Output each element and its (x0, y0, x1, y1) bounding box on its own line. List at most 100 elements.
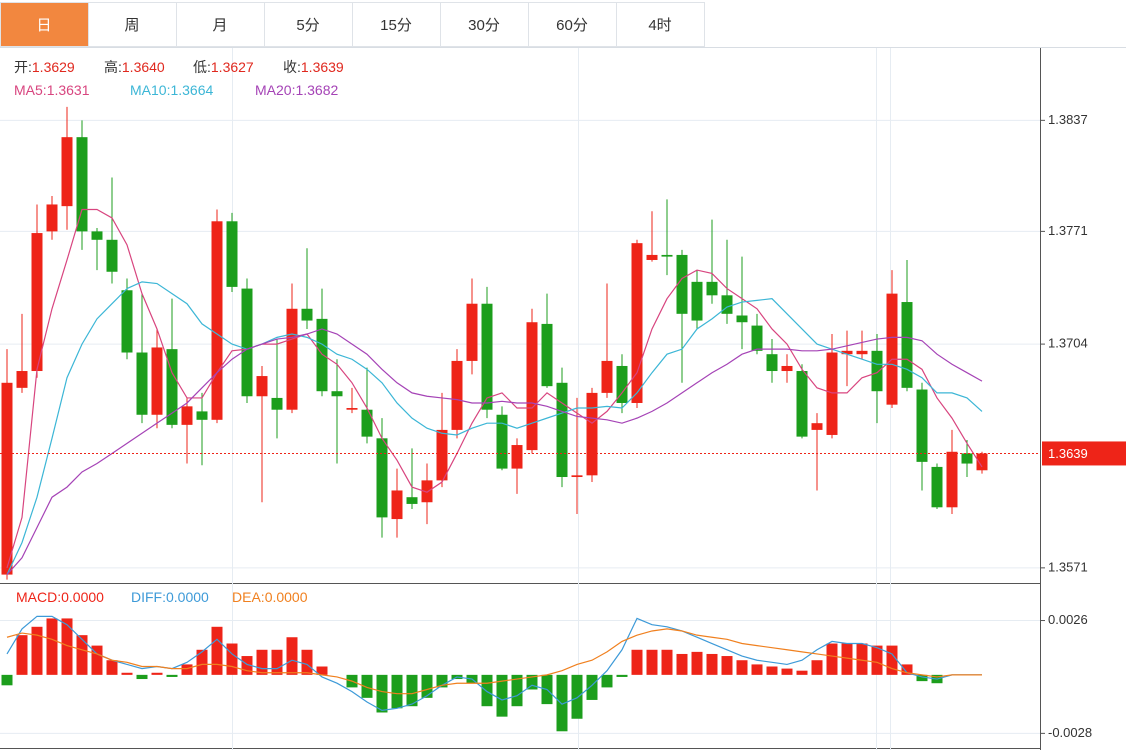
candle-body (271, 397, 283, 410)
macd-bar (166, 674, 178, 677)
candle-body (256, 376, 268, 397)
candle-body (661, 254, 673, 257)
macd-bar (241, 656, 253, 675)
y-tick-label: 1.3771 (1048, 223, 1088, 238)
macd-bar (631, 649, 643, 675)
y-tick-label: 1.3704 (1048, 336, 1088, 351)
readout-part: 开: (14, 59, 32, 75)
macd-bar (76, 635, 88, 675)
macd-bar (16, 635, 28, 675)
last-price-tag (1042, 441, 1126, 466)
macd-bar (526, 674, 538, 690)
candle-body (1, 382, 13, 575)
candle-body (241, 288, 253, 397)
candle-body (406, 497, 418, 504)
tab-label[interactable]: 周 (124, 17, 139, 34)
macd-bar (211, 626, 223, 675)
candle-body (601, 360, 613, 393)
tab-label[interactable]: 月 (212, 17, 227, 34)
candle-body (181, 406, 193, 425)
macd-bar (406, 674, 418, 707)
macd-bar (376, 674, 388, 713)
tab-label[interactable]: 30分 (468, 17, 500, 34)
tab[interactable] (0, 2, 89, 47)
macd-bar (586, 674, 598, 700)
macd-bar (361, 674, 373, 698)
candle-body (751, 325, 763, 351)
candle-body (346, 408, 358, 410)
candle-body (31, 233, 43, 372)
macd-bar (691, 651, 703, 675)
macd-bar (826, 643, 838, 675)
candle-body (166, 349, 178, 425)
tab[interactable] (440, 2, 529, 47)
macd-bar (91, 645, 103, 675)
macd-bar (121, 672, 133, 675)
macd-bar (286, 637, 298, 675)
macd-bar (736, 660, 748, 675)
macd-bar (916, 674, 928, 682)
macd-bar (61, 618, 73, 675)
macd-bar (871, 645, 883, 675)
y-tick-label: 1.3571 (1048, 559, 1088, 574)
tab-label[interactable]: 4时 (648, 17, 671, 34)
candle-body (511, 445, 523, 469)
macd-bar (1, 674, 13, 686)
macd-bar (706, 653, 718, 675)
tab[interactable] (88, 2, 177, 47)
tab[interactable] (616, 2, 705, 47)
readout: MA10:1.3664 (130, 82, 214, 98)
readout: MA5:1.3631 (14, 82, 90, 98)
y-tick-label: 0.0026 (1048, 612, 1088, 627)
macd-bar (601, 674, 613, 688)
candle-body (886, 293, 898, 405)
readout: DIFF:0.0000 (131, 589, 209, 605)
readout-part: 1.3682 (295, 82, 338, 98)
macd-bar (31, 626, 43, 675)
candle-body (796, 371, 808, 437)
readout-part: MA10: (130, 82, 170, 98)
macd-bar (391, 674, 403, 709)
tab[interactable] (528, 2, 617, 47)
candle-body (676, 254, 688, 314)
tab-label[interactable]: 60分 (556, 17, 588, 34)
candle-body (421, 480, 433, 503)
readout-part: 1.3627 (211, 59, 254, 75)
candle-body (286, 308, 298, 410)
macd-bar (436, 674, 448, 688)
tab-label[interactable]: 5分 (296, 17, 319, 34)
macd-bar (421, 674, 433, 698)
macd-bar (841, 643, 853, 675)
candle-body (151, 347, 163, 415)
macd-bar (856, 643, 868, 675)
candle-body (211, 221, 223, 420)
tab-label[interactable]: 日 (36, 17, 51, 34)
tab[interactable] (264, 2, 353, 47)
macd-bar (886, 645, 898, 675)
readout: 收:1.3639 (283, 59, 344, 75)
readout-part: 0.0000 (61, 589, 104, 605)
macd-bar (316, 666, 328, 675)
candle-body (436, 429, 448, 481)
macd-bar (196, 649, 208, 675)
candle-body (496, 414, 508, 469)
readout-part: 收: (283, 59, 301, 75)
readout-part: 1.3631 (47, 82, 90, 98)
tab[interactable] (352, 2, 441, 47)
candle-body (316, 318, 328, 392)
candle-body (16, 371, 28, 388)
candle-body (121, 290, 133, 353)
macd-bar (556, 674, 568, 732)
macd-bar (616, 674, 628, 677)
macd-bar (646, 649, 658, 675)
macd-bar (751, 664, 763, 675)
candle-body (841, 350, 853, 355)
candle-body (136, 352, 148, 415)
candle-body (331, 391, 343, 397)
candle-body (541, 323, 553, 387)
macd-bar (256, 649, 268, 675)
tab-label[interactable]: 15分 (380, 17, 412, 34)
candle-body (691, 281, 703, 321)
candle-body (721, 295, 733, 314)
